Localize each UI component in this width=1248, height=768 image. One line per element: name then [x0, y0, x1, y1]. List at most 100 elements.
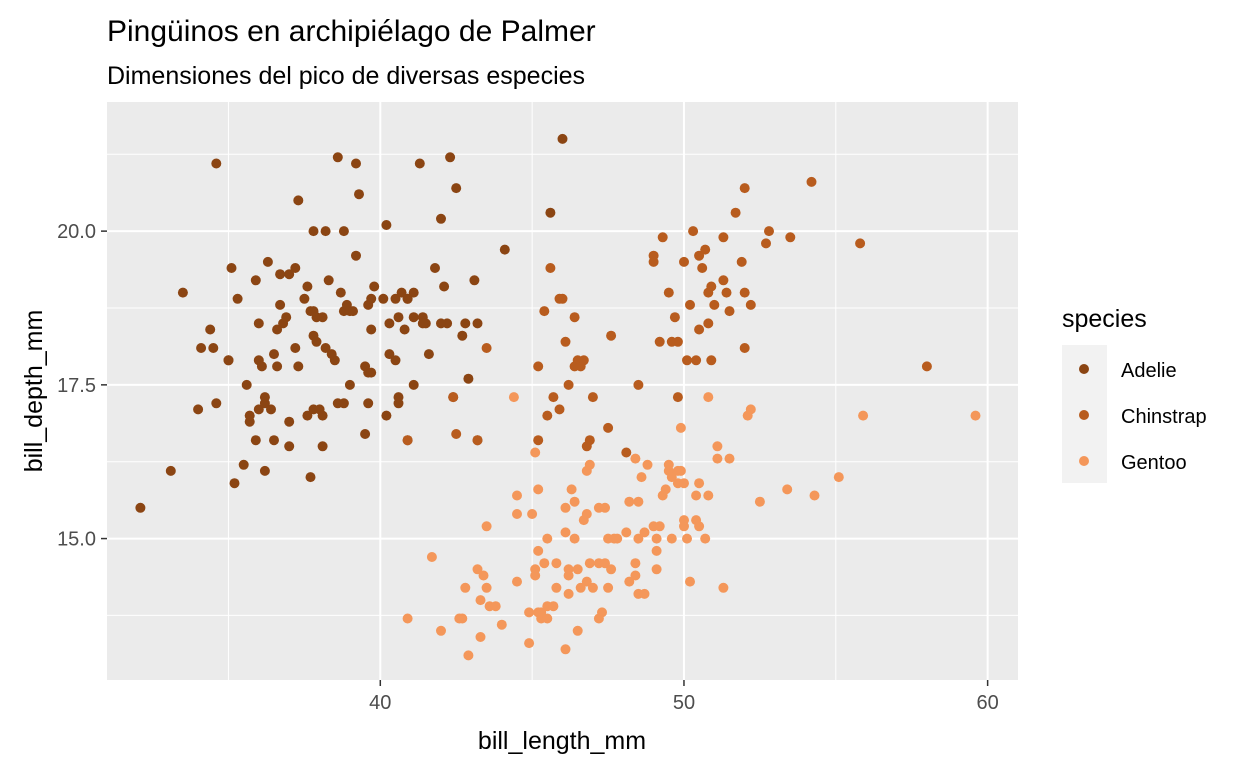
data-point-chinstrap [739, 183, 750, 194]
data-point-chinstrap [606, 330, 617, 341]
legend-label-adelie: Adelie [1121, 360, 1177, 382]
series-chinstrap [402, 176, 932, 458]
x-axis-title: bill_length_mm [478, 727, 646, 755]
chart-title: Pingüinos en archipiélago de Palmer [107, 15, 596, 48]
data-point-adelie [323, 275, 334, 286]
series-gentoo [402, 392, 981, 661]
data-point-gentoo [603, 582, 614, 593]
data-point-adelie [311, 336, 322, 347]
data-point-adelie [469, 275, 480, 286]
data-point-chinstrap [402, 435, 413, 446]
data-point-adelie [193, 404, 204, 415]
data-point-adelie [317, 441, 328, 452]
data-point-gentoo [475, 595, 486, 606]
data-point-chinstrap [679, 256, 689, 267]
data-point-adelie [338, 226, 349, 237]
data-point-gentoo [651, 533, 662, 544]
data-point-gentoo [724, 453, 735, 464]
legend-label-gentoo: Gentoo [1121, 452, 1187, 474]
legend-label-chinstrap: Chinstrap [1121, 406, 1207, 428]
data-point-gentoo [463, 650, 474, 661]
data-point-gentoo [712, 453, 723, 464]
data-point-adelie [269, 435, 279, 446]
data-point-adelie [436, 213, 446, 224]
data-point-gentoo [560, 502, 571, 513]
data-point-gentoo [475, 632, 486, 642]
data-point-gentoo [691, 490, 702, 501]
data-point-gentoo [563, 588, 574, 599]
data-point-chinstrap [921, 361, 932, 372]
data-point-adelie [399, 324, 410, 335]
data-point-adelie [408, 312, 419, 323]
data-point-gentoo [675, 422, 686, 433]
data-point-chinstrap [554, 404, 565, 415]
data-point-adelie [250, 435, 261, 446]
data-point-gentoo [624, 576, 635, 587]
x-tick-label: 50 [673, 692, 695, 714]
data-point-chinstrap [706, 355, 717, 366]
data-point-chinstrap [806, 176, 817, 187]
data-point-gentoo [679, 478, 689, 489]
data-point-gentoo [703, 392, 714, 403]
data-point-adelie [290, 263, 301, 273]
data-point-chinstrap [654, 336, 665, 347]
data-point-adelie [284, 416, 295, 427]
data-point-adelie [457, 330, 468, 341]
data-point-adelie [177, 287, 188, 298]
data-point-adelie [445, 152, 456, 163]
data-point-gentoo [642, 459, 653, 470]
data-point-chinstrap [688, 226, 699, 237]
data-point-chinstrap [548, 392, 559, 403]
data-point-adelie [269, 349, 279, 360]
data-point-gentoo [630, 570, 641, 581]
data-point-chinstrap [685, 299, 695, 310]
data-point-chinstrap [709, 299, 720, 310]
data-point-gentoo [508, 392, 519, 403]
data-point-adelie [393, 392, 404, 403]
data-point-gentoo [675, 465, 686, 476]
data-point-gentoo [539, 558, 550, 569]
data-point-chinstrap [569, 312, 580, 323]
data-point-gentoo [490, 601, 501, 612]
data-point-gentoo [551, 582, 562, 593]
data-point-gentoo [651, 564, 662, 575]
data-point-gentoo [700, 533, 711, 544]
data-point-chinstrap [633, 379, 644, 390]
data-point-chinstrap [706, 281, 717, 292]
data-point-chinstrap [694, 324, 705, 335]
data-point-gentoo [512, 490, 522, 501]
data-point-adelie [414, 158, 425, 169]
data-point-adelie [253, 318, 264, 329]
data-point-gentoo [809, 490, 820, 501]
grid-lines [107, 102, 1018, 680]
legend: species Adelie Chinstrap Gentoo [1062, 305, 1207, 483]
y-tick-label: 20.0 [57, 221, 96, 243]
data-point-gentoo [858, 410, 869, 421]
data-point-adelie [272, 361, 283, 372]
data-point-adelie [266, 404, 276, 415]
data-point-adelie [369, 281, 380, 292]
data-point-gentoo [654, 521, 665, 532]
data-point-gentoo [679, 515, 689, 526]
legend-items: Adelie Chinstrap Gentoo [1079, 360, 1207, 474]
data-point-gentoo [694, 478, 705, 489]
data-point-gentoo [563, 570, 574, 581]
data-point-gentoo [694, 521, 705, 532]
data-point-chinstrap [584, 435, 595, 446]
data-point-gentoo [530, 570, 541, 581]
data-point-gentoo [572, 625, 583, 636]
data-point-gentoo [512, 509, 522, 519]
data-point-adelie [299, 293, 310, 304]
data-point-adelie [451, 183, 462, 194]
data-point-chinstrap [745, 299, 756, 310]
data-point-adelie [241, 379, 252, 390]
data-point-gentoo [551, 558, 562, 569]
data-point-adelie [366, 367, 377, 378]
data-point-gentoo [606, 564, 617, 575]
data-point-gentoo [600, 502, 610, 513]
data-point-adelie [360, 429, 371, 439]
data-point-chinstrap [697, 263, 708, 273]
data-point-adelie [354, 189, 364, 200]
data-point-adelie [229, 478, 240, 489]
